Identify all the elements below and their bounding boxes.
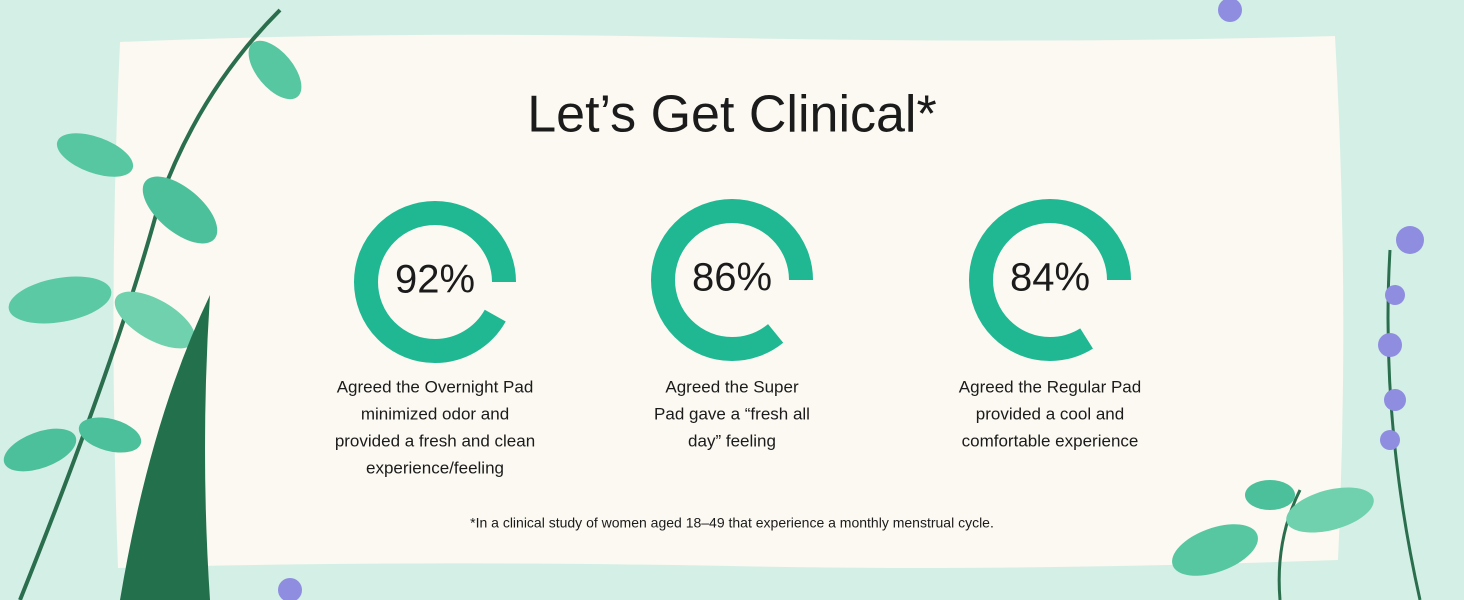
percent-label: 86% [692, 256, 772, 300]
progress-ring [651, 199, 813, 361]
description-line: comfortable experience [962, 431, 1139, 450]
description-line: provided a cool and [976, 404, 1124, 423]
description-line: Agreed the Overnight Pad [337, 377, 534, 396]
description-line: Agreed the Super [665, 377, 799, 396]
decoration [3, 0, 1424, 600]
description-line: day” feeling [688, 431, 776, 450]
description-line: Agreed the Regular Pad [959, 377, 1141, 396]
description-line: Pad gave a “fresh all [654, 404, 810, 423]
description-line: minimized odor and [361, 404, 509, 423]
percent-label: 92% [395, 258, 475, 302]
description-line: experience/feeling [366, 458, 504, 477]
progress-ring [354, 201, 516, 363]
title: Let’s Get Clinical* [527, 86, 936, 144]
progress-ring [969, 199, 1131, 361]
description-line: provided a fresh and clean [335, 431, 535, 450]
percent-label: 84% [1010, 256, 1090, 300]
footnote: *In a clinical study of women aged 18–49… [470, 515, 994, 531]
card [113, 34, 1344, 569]
